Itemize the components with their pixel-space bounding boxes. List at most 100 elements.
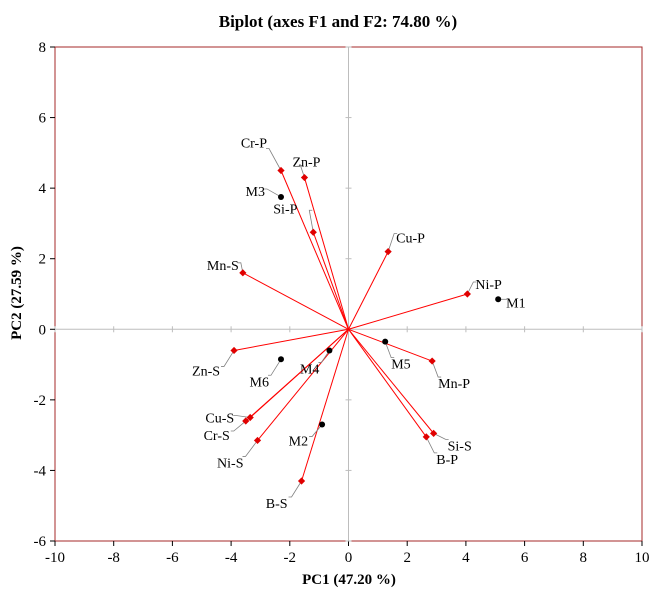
leader-si-s [433,433,449,440]
y-tick-label: 4 [39,181,47,197]
label-m2: M2 [289,435,308,450]
x-tick-label: -8 [107,550,120,566]
label-si-p: Si-P [273,202,297,217]
label-zn-p: Zn-P [292,156,320,171]
tick-labels: -10 -8 -6 -4 -2 0 2 4 6 8 10 -6 -4 -2 0 2 4 6 8 [34,40,650,566]
leader-si-p [308,209,314,233]
y-tick-label: -4 [34,463,47,479]
y-tick-label: 6 [39,111,47,127]
y-tick-label: -2 [34,393,47,409]
leader-m3 [263,188,282,198]
x-tick-label: 6 [521,550,529,566]
vector-zn-p [303,177,349,330]
x-tick-label: 8 [580,550,588,566]
x-tick-label: 10 [635,550,650,566]
vector-b-p [348,328,427,438]
label-ni-p: Ni-P [475,278,502,293]
leader-m6 [267,359,282,376]
marker-m1 [495,296,502,303]
y-tick-label: 8 [39,40,47,56]
vector-cr-p [280,170,349,330]
marker-m4 [326,347,333,354]
label-mn-p: Mn-P [438,377,470,392]
x-tick-label: -10 [45,550,65,566]
x-tick-label: -4 [225,550,238,566]
marker-mn-s [239,269,247,277]
vector-cu-p [348,251,389,330]
marker-cu-p [384,248,392,256]
chart-title: Biplot (axes F1 and F2: 74.80 %) [219,12,457,31]
leader-cu-p [387,233,398,252]
x-axis-label: PC1 (47.20 %) [302,572,396,588]
x-tick-label: -2 [284,550,297,566]
marker-m2 [319,421,326,428]
x-tick-label: 4 [462,550,470,566]
leader-zn-s [221,350,235,367]
vector-mn-s [242,272,349,330]
label-cr-s: Cr-S [204,429,230,444]
vector-cr-s [245,328,349,422]
point-markers [230,166,502,485]
y-tick-label: 0 [39,322,47,338]
y-tick-label: -6 [34,534,47,550]
leader-m2 [309,424,323,437]
marker-si-p [309,228,317,236]
label-leaders [221,148,508,498]
leader-mn-p [431,360,442,378]
leader-cr-p [265,148,282,171]
x-tick-label: -6 [166,550,179,566]
marker-cr-p [277,166,285,175]
leader-b-p [425,436,438,454]
leader-zn-p [299,165,305,178]
x-tick-label: 2 [403,550,411,566]
loading-vectors [233,170,468,482]
label-b-s: B-S [266,497,288,512]
marker-ni-s [253,436,262,445]
label-m4: M4 [300,362,319,377]
marker-mn-p [428,357,436,365]
marker-cr-s [242,417,250,425]
label-si-s: Si-S [448,439,472,454]
label-m3: M3 [246,185,265,200]
label-ni-s: Ni-S [217,456,243,471]
leader-mn-s [237,262,244,273]
label-b-p: B-P [436,453,458,468]
marker-si-s [430,429,438,437]
vector-si-s [348,328,435,434]
marker-cu-s [246,413,254,422]
leader-m4 [318,350,330,363]
leader-b-s [288,480,302,498]
y-tick-label: 2 [39,252,47,268]
label-cr-p: Cr-P [241,137,267,152]
leader-cr-s [230,420,247,432]
point-labels: Cr-P Zn-P Si-P Cu-P Ni-P Mn-S Zn-S Mn-P Cu-S Cr-S… [192,137,526,513]
label-cu-p: Cu-P [396,232,425,247]
label-mn-s: Mn-S [207,259,239,274]
leader-ni-s [242,440,258,457]
vector-b-s [301,329,349,482]
marker-m5 [382,338,389,345]
leader-cu-s [233,415,251,418]
marker-b-p [422,433,430,441]
marker-b-s [297,477,306,485]
vector-si-p [312,232,349,330]
leader-m5 [384,341,395,359]
marker-zn-s [230,346,238,355]
label-cu-s: Cu-S [205,412,234,427]
label-m6: M6 [250,375,269,390]
marker-ni-p [463,290,471,298]
label-m1: M1 [506,296,525,311]
marker-m3 [277,193,284,200]
x-tick-label: 0 [345,550,353,566]
marker-m6 [277,356,284,363]
vector-zn-s [233,328,349,351]
label-zn-s: Zn-S [192,364,220,379]
vector-ni-s [257,328,349,441]
tick-marks [50,46,643,546]
vector-mn-p [348,328,433,362]
label-m5: M5 [391,358,410,373]
leader-ni-p [467,281,477,295]
zero-lines [55,47,642,541]
marker-zn-p [300,173,309,182]
